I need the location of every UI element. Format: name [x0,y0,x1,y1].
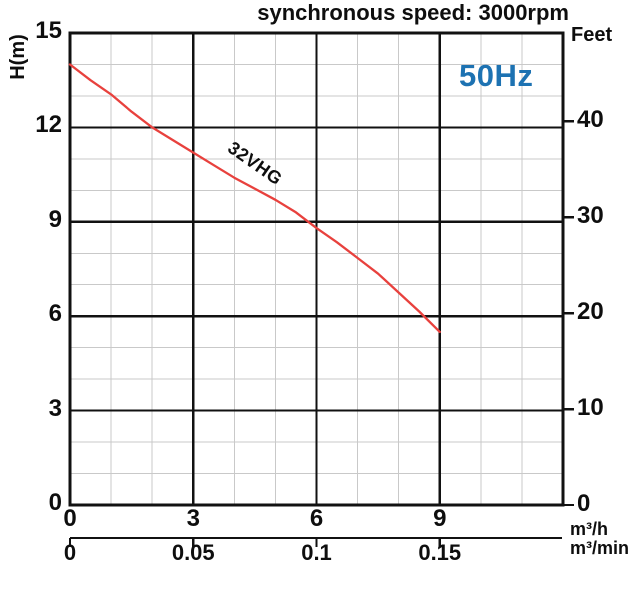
flow-unit-m3h-label: m³/h [570,519,608,539]
frequency-badge: 50Hz [459,58,534,93]
bottom-tick-label-9: 9 [433,505,447,532]
pump-curve-32vhg [68,63,441,334]
secondary-tick-label-0.1: 0.1 [301,540,332,565]
chart-title: synchronous speed: 3000rpm [257,0,569,25]
left-tick-label-0: 0 [48,489,62,516]
left-tick-label-6: 6 [48,300,62,328]
flow-unit-m3min-label: m³/min [570,538,630,558]
feet-tick-label-40: 40 [577,106,604,134]
feet-tick-label-10: 10 [577,394,604,422]
bottom-tick-label-0: 0 [63,505,77,532]
secondary-tick-label-0: 0 [63,540,77,565]
left-tick-label-12: 12 [35,111,62,139]
left-tick-label-9: 9 [48,205,62,233]
bottom-tick-label-3: 3 [186,505,200,532]
feet-tick-label-30: 30 [577,202,604,230]
feet-tick-label-20: 20 [577,298,604,326]
secondary-tick-label-0.05: 0.05 [171,540,215,565]
left-tick-label-3: 3 [48,394,62,422]
bottom-tick-label-6: 6 [309,505,324,532]
feet-axis-label: Feet [571,24,613,46]
left-tick-label-15: 15 [35,17,62,44]
feet-tick-label-0: 0 [577,490,591,517]
secondary-tick-label-0.15: 0.15 [418,540,462,565]
